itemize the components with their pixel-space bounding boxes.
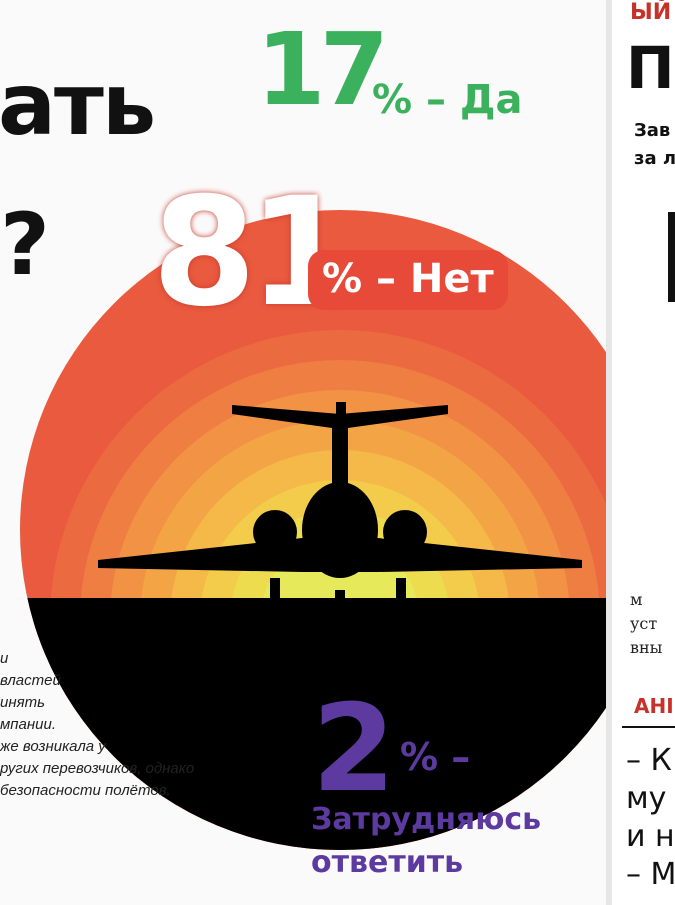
note-line: властей [0, 672, 61, 689]
unsure-label: % – [400, 735, 471, 779]
note-line: инять [0, 694, 45, 711]
note-line: же возникала у [0, 738, 106, 755]
column-body-line: уст [630, 614, 658, 633]
column-quote-line: му [626, 781, 667, 816]
unsure-label-line1: Затрудняюсь [311, 802, 542, 837]
column-section-label: АНІ [634, 694, 674, 718]
column-quote-line: – К [626, 743, 672, 778]
poll-infographic-panel: ать ? [0, 0, 612, 905]
column-subtitle-line: за л [634, 148, 675, 169]
column-kicker: ЫЙ [630, 0, 672, 25]
note-line: ругих перевозчиков, однако [0, 760, 195, 777]
unsure-percent: 2 [312, 680, 396, 819]
column-photo-edge [668, 212, 675, 302]
no-label: % – Нет [308, 250, 508, 310]
column-title: П [626, 34, 675, 102]
note-line: и [0, 650, 9, 667]
sunset-circle-illustration [20, 210, 606, 850]
unsure-label-line2: ответить [311, 845, 464, 880]
note-line: мпании. [0, 716, 56, 733]
airplane-silhouette [98, 402, 582, 622]
column-quote: – К му и н – М [626, 742, 675, 894]
column-body-line: вны [630, 638, 663, 657]
adjacent-article-column: ЫЙ П Зав за л м уст вны АНІ – К му и н –… [612, 0, 675, 905]
yes-label: % – Да [372, 77, 523, 123]
divider [622, 726, 675, 728]
column-quote-line: – М [626, 857, 675, 892]
column-body-text: м уст вны [630, 588, 662, 660]
headline-question-mark: ? [0, 195, 50, 295]
column-subtitle-line: Зав [634, 120, 671, 141]
column-quote-line: и н [626, 819, 675, 854]
column-body-line: м [630, 590, 643, 609]
headline-fragment: ать [0, 55, 156, 155]
note-text: и властей инять мпании. же возникала у р… [0, 648, 300, 802]
note-line: безопасности полётов. [0, 782, 171, 799]
yes-percent: 17 [256, 11, 389, 128]
